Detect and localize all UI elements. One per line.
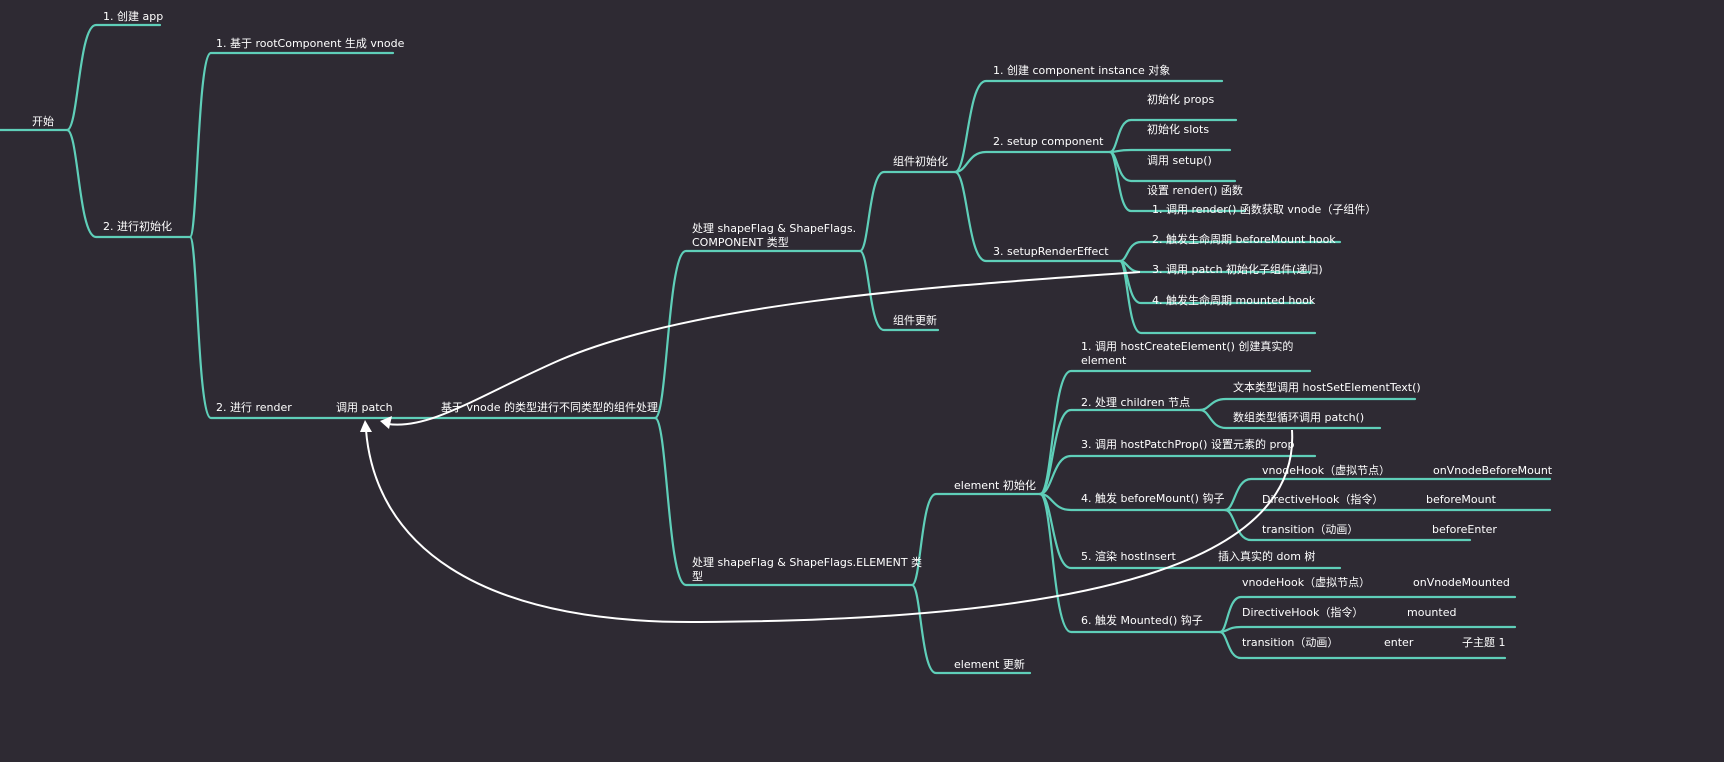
node-create-app[interactable]: 1. 创建 app — [103, 9, 163, 23]
relation-arrow-array-patch — [365, 429, 1294, 624]
node-hook-value[interactable]: beforeMount — [1426, 493, 1497, 506]
branch-component-step-3 — [953, 170, 1122, 263]
node-element-create-line2[interactable]: element — [1081, 354, 1127, 367]
branch-component-init — [858, 170, 957, 253]
node-component-init[interactable]: 组件初始化 — [893, 154, 948, 168]
node-gen-vnode[interactable]: 1. 基于 rootComponent 生成 vnode — [216, 36, 405, 50]
branch-children-text — [1198, 397, 1417, 412]
node-call-patch[interactable]: 调用 patch — [336, 401, 393, 414]
node-render-effect-step[interactable]: 1. 调用 render() 函数获取 vnode（子组件） — [1152, 202, 1376, 216]
node-mounted[interactable]: 6. 触发 Mounted() 钩子 — [1081, 613, 1203, 627]
node-element-update[interactable]: element 更新 — [954, 657, 1025, 671]
node-hook-name[interactable]: DirectiveHook（指令） — [1262, 492, 1383, 506]
root-node[interactable]: 开始 — [32, 114, 54, 128]
node-hook-name[interactable]: transition（动画） — [1242, 636, 1338, 649]
node-hook-value[interactable]: onVnodeBeforeMount — [1433, 464, 1553, 477]
node-setup-step[interactable]: 调用 setup() — [1147, 154, 1212, 167]
node-element-type-line2[interactable]: 型 — [692, 569, 703, 583]
node-hook-value[interactable]: beforeEnter — [1432, 523, 1497, 536]
branch-element-type — [653, 416, 914, 587]
branch-component-step-1 — [953, 79, 1224, 174]
branch-before-mount-hook-3 — [1223, 508, 1472, 542]
branch-element-step-6 — [1038, 492, 1222, 634]
node-hook-name[interactable]: DirectiveHook（指令） — [1242, 605, 1363, 619]
node-component-type-line2[interactable]: COMPONENT 类型 — [692, 235, 789, 249]
node-element-create[interactable]: 1. 调用 hostCreateElement() 创建真实的 — [1081, 339, 1293, 353]
node-hook-name[interactable]: transition（动画） — [1262, 523, 1358, 536]
node-hook-value[interactable]: onVnodeMounted — [1413, 576, 1510, 589]
branch-mounted-hook-2 — [1218, 625, 1517, 634]
branch-lines — [0, 23, 1552, 675]
node-hook-name[interactable]: vnodeHook（虚拟节点） — [1242, 575, 1370, 589]
node-element-init[interactable]: element 初始化 — [954, 478, 1036, 492]
branch-element-step-3 — [1038, 454, 1317, 496]
node-component-step[interactable]: 3. setupRenderEffect — [993, 245, 1109, 258]
branch-component-step-2 — [953, 150, 1112, 174]
branch-before-mount-hook-1 — [1223, 477, 1552, 512]
branch-setup-step-2 — [1108, 148, 1232, 154]
node-hook-name[interactable]: vnodeHook（虚拟节点） — [1262, 463, 1390, 477]
node-hook-value[interactable]: enter — [1384, 636, 1414, 649]
branch-element-init — [910, 492, 1042, 587]
relation-arrows — [360, 271, 1294, 624]
node-element-props[interactable]: 3. 调用 hostPatchProp() 设置元素的 prop — [1081, 437, 1294, 451]
branch-element-update — [910, 583, 1032, 675]
node-render[interactable]: 2. 进行 render — [216, 401, 292, 414]
node-render-effect-step[interactable]: 4. 触发生命周期 mounted hook — [1152, 293, 1316, 307]
branch-children-array — [1198, 408, 1382, 430]
node-labels: 开始 1. 创建 app 2. 进行初始化 1. 基于 rootComponent 生… — [32, 9, 1553, 671]
branch-gen-vnode — [188, 51, 395, 239]
node-setup-step[interactable]: 初始化 slots — [1147, 122, 1209, 136]
node-element-insert[interactable]: 5. 渲染 hostInsert — [1081, 549, 1176, 563]
node-element-children[interactable]: 2. 处理 children 节点 — [1081, 396, 1190, 409]
arrowhead-icon — [380, 416, 392, 429]
node-by-type[interactable]: 基于 vnode 的类型进行不同类型的组件处理 — [441, 400, 658, 414]
branch-create-app — [65, 23, 162, 132]
branch-mounted-hook-3 — [1218, 630, 1507, 660]
branch-render-effect-4 — [1118, 259, 1317, 335]
branch-component-type — [653, 249, 862, 420]
branch-element-step-2 — [1038, 408, 1202, 496]
branch-init — [65, 128, 192, 239]
node-component-type[interactable]: 处理 shapeFlag & ShapeFlags. — [692, 222, 856, 235]
node-render-effect-step[interactable]: 3. 调用 patch 初始化子组件(递归) — [1152, 262, 1323, 276]
relation-arrow-recursive-patch — [387, 271, 1141, 426]
node-render-effect-step[interactable]: 2. 触发生命周期 beforeMount hook — [1152, 232, 1336, 246]
node-setup-step[interactable]: 设置 render() 函数 — [1147, 184, 1243, 197]
node-insert-note[interactable]: 插入真实的 dom 树 — [1218, 549, 1315, 563]
branch-setup-step-4 — [1108, 150, 1247, 213]
node-component-update[interactable]: 组件更新 — [893, 313, 937, 327]
node-subtopic[interactable]: 子主题 1 — [1462, 636, 1506, 649]
node-hook-value[interactable]: mounted — [1407, 606, 1456, 619]
node-setup-step[interactable]: 初始化 props — [1147, 92, 1214, 106]
node-before-mount[interactable]: 4. 触发 beforeMount() 钩子 — [1081, 491, 1224, 505]
branch-render — [188, 235, 657, 420]
node-component-step[interactable]: 2. setup component — [993, 135, 1104, 148]
node-children-array[interactable]: 数组类型循环调用 patch() — [1233, 410, 1364, 424]
branch-component-update — [858, 249, 940, 332]
node-element-type[interactable]: 处理 shapeFlag & ShapeFlags.ELEMENT 类 — [692, 555, 922, 569]
arrowhead-icon — [360, 420, 372, 432]
node-component-step[interactable]: 1. 创建 component instance 对象 — [993, 63, 1170, 77]
node-init[interactable]: 2. 进行初始化 — [103, 219, 172, 233]
node-children-text[interactable]: 文本类型调用 hostSetElementText() — [1233, 380, 1421, 394]
